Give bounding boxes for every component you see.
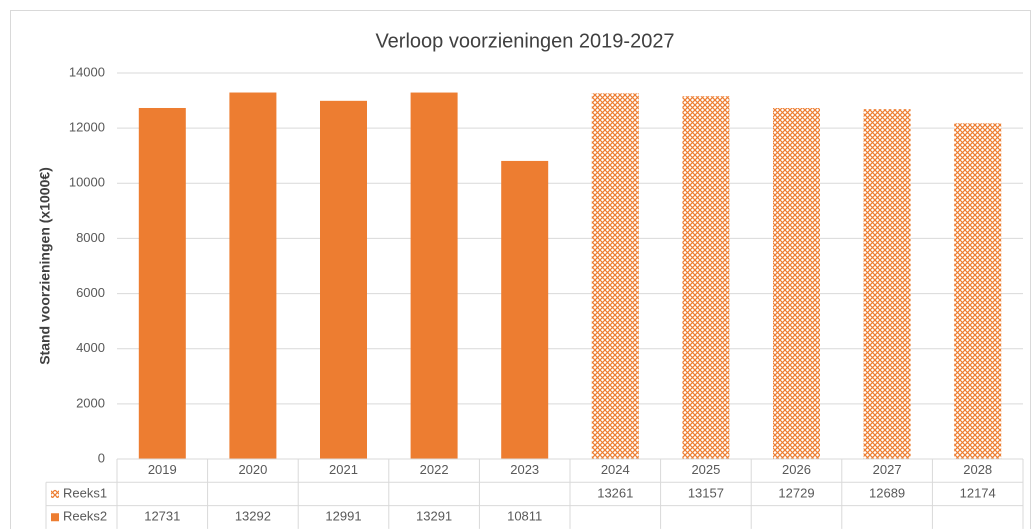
table-value: 12991 [325,509,361,524]
y-tick-label: 14000 [69,64,105,79]
bar [591,93,639,460]
bar [138,107,186,459]
x-tick-label: 2019 [148,462,177,477]
table-value: 12729 [778,485,814,500]
bar [954,123,1002,459]
x-tick-label: 2020 [238,462,267,477]
bar [863,109,911,459]
legend-swatch [51,489,59,498]
y-axis-title: Stand voorzieningen (x1000€) [37,167,53,365]
bar [773,108,820,460]
table-value: 13157 [688,485,724,500]
legend-label: Reeks1 [63,485,107,500]
x-tick-label: 2022 [420,462,449,477]
y-tick-label: 4000 [76,340,105,355]
bar [229,92,277,459]
x-tick-label: 2026 [782,462,811,477]
table-value: 10811 [507,509,542,524]
bar [320,100,367,459]
table-value: 13292 [235,509,271,524]
chart-frame [10,10,1031,529]
x-tick-label: 2024 [601,462,630,477]
y-tick-label: 10000 [69,175,105,190]
x-tick-label: 2028 [963,462,992,477]
y-tick-label: 6000 [76,285,105,300]
y-tick-label: 0 [98,450,105,465]
bar [410,92,458,459]
bar [501,160,549,459]
table-value: 12689 [869,485,905,500]
legend-label: Reeks2 [63,509,107,524]
x-tick-label: 2021 [329,462,358,477]
x-tick-label: 2027 [873,462,902,477]
x-tick-label: 2023 [510,462,539,477]
table-value: 13291 [416,509,452,524]
y-tick-label: 2000 [76,395,105,410]
table-value: 12174 [960,485,996,500]
y-tick-label: 12000 [69,120,105,135]
table-value: 13261 [597,485,633,500]
bar [682,96,730,460]
x-tick-label: 2025 [691,462,720,477]
table-value: 12731 [144,509,180,524]
chart-title: Verloop voorzieningen 2019-2027 [375,30,674,52]
y-tick-label: 8000 [76,230,105,245]
legend-swatch [51,513,59,522]
